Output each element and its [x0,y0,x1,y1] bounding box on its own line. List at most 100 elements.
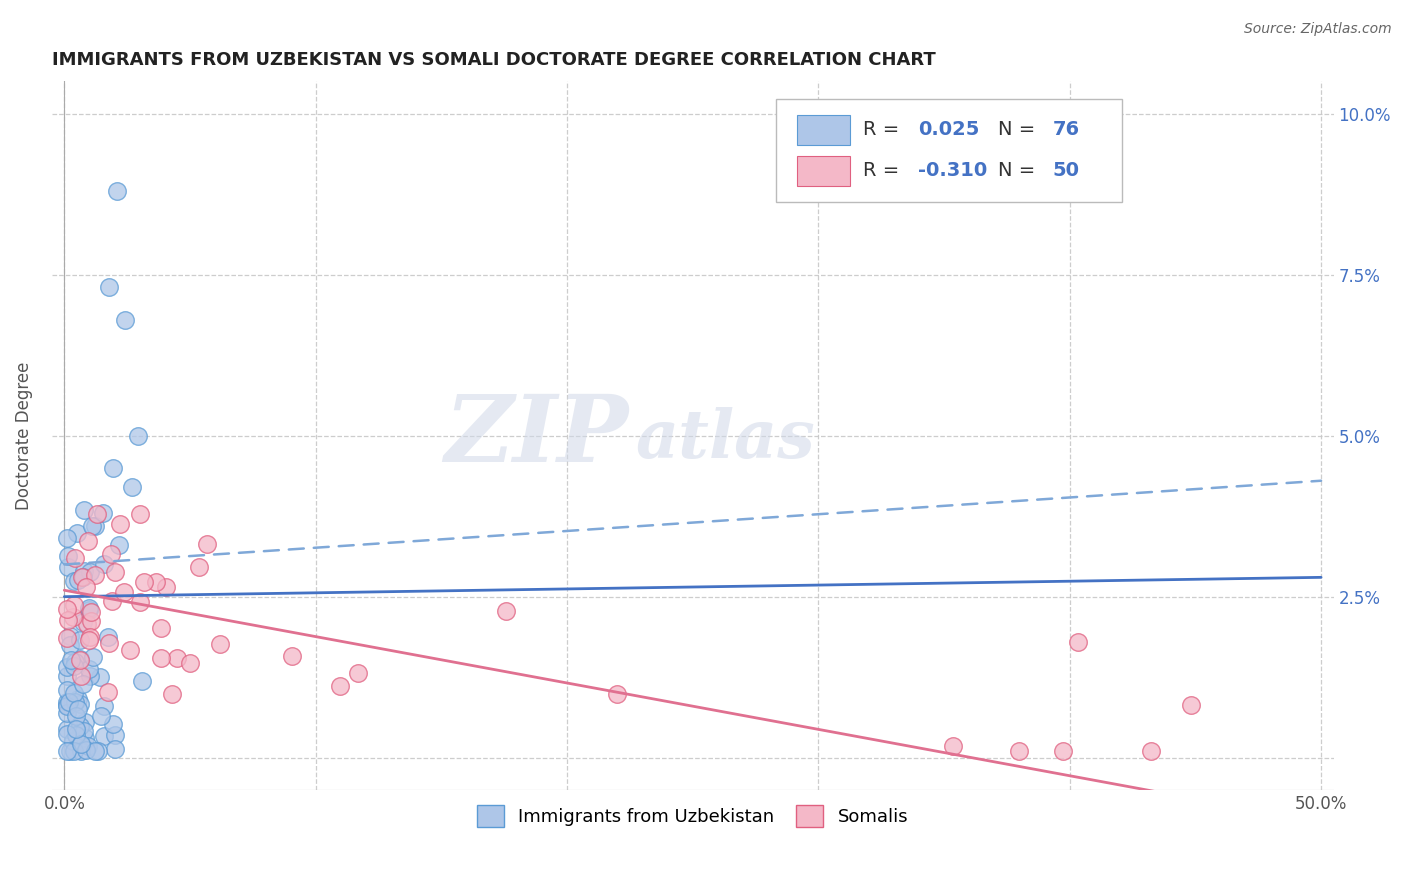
Point [59,629,82,643]
Point [93,699,115,714]
Point [62,686,84,700]
Point [104,728,127,742]
Point [56,632,79,646]
Point [77,739,100,753]
Point [86,508,108,522]
Point [56,669,79,683]
Point [66,526,89,541]
Text: ZIP: ZIP [444,391,628,481]
Point [129,507,152,521]
Point [104,742,127,756]
Point [942,739,965,754]
Point [60,653,83,667]
Point [69,698,91,712]
Point [155,580,177,594]
Text: N =: N = [998,120,1042,139]
Point [80,605,103,619]
Point [70,744,93,758]
Point [114,312,136,326]
Point [69,719,91,733]
Point [84,519,107,533]
Point [56,683,79,698]
Point [83,744,105,758]
Point [67,702,90,716]
Point [70,570,93,584]
Point [89,670,111,684]
Text: N =: N = [998,161,1042,180]
Point [58,695,80,709]
Point [63,655,86,669]
Point [179,656,201,670]
Point [91,506,114,520]
Text: -0.310: -0.310 [918,161,987,180]
Point [93,558,115,572]
Point [97,280,120,294]
FancyBboxPatch shape [797,156,851,186]
Point [79,603,101,617]
Point [56,549,79,563]
Point [72,677,94,691]
Point [97,636,120,650]
Point [112,585,135,599]
Point [100,547,122,561]
Point [195,537,218,551]
Point [56,706,79,720]
Point [150,621,173,635]
Point [103,717,125,731]
Point [121,480,143,494]
Point [110,517,132,532]
Point [127,428,149,442]
Point [69,652,91,666]
Point [69,653,91,667]
Point [59,638,82,652]
Point [56,613,79,627]
Point [82,649,104,664]
Point [62,609,84,624]
Text: IMMIGRANTS FROM UZBEKISTAN VS SOMALI DOCTORATE DEGREE CORRELATION CHART: IMMIGRANTS FROM UZBEKISTAN VS SOMALI DOC… [52,51,935,69]
Point [1180,698,1202,712]
Point [63,574,86,589]
Point [160,687,183,701]
Point [149,651,172,665]
Text: atlas: atlas [636,407,814,472]
Point [79,566,101,580]
Point [76,617,98,632]
Point [75,580,97,594]
Point [103,566,125,580]
Point [606,687,628,701]
Point [56,698,79,712]
Text: 0.025: 0.025 [918,120,980,139]
Point [56,695,79,709]
Point [1140,744,1163,758]
Point [72,570,94,584]
Point [56,601,79,615]
Point [73,723,96,738]
Point [132,574,155,589]
Point [208,637,231,651]
Point [65,550,87,565]
Legend: Immigrants from Uzbekistan, Somalis: Immigrants from Uzbekistan, Somalis [470,797,915,834]
Point [188,560,211,574]
Point [62,734,84,748]
Point [65,709,87,723]
Point [347,666,370,681]
Point [56,727,79,741]
Point [145,575,167,590]
Point [56,560,79,574]
Point [82,518,104,533]
Text: R =: R = [863,161,905,180]
Point [77,600,100,615]
Y-axis label: Doctorate Degree: Doctorate Degree [15,361,32,510]
Text: R =: R = [863,120,905,139]
FancyBboxPatch shape [776,99,1122,202]
Point [63,744,86,758]
Point [75,731,97,745]
Point [76,534,98,549]
Point [72,615,94,630]
Point [65,728,87,742]
Point [93,729,115,743]
Point [56,660,79,674]
Point [495,604,517,618]
Point [79,669,101,683]
Point [75,715,97,730]
